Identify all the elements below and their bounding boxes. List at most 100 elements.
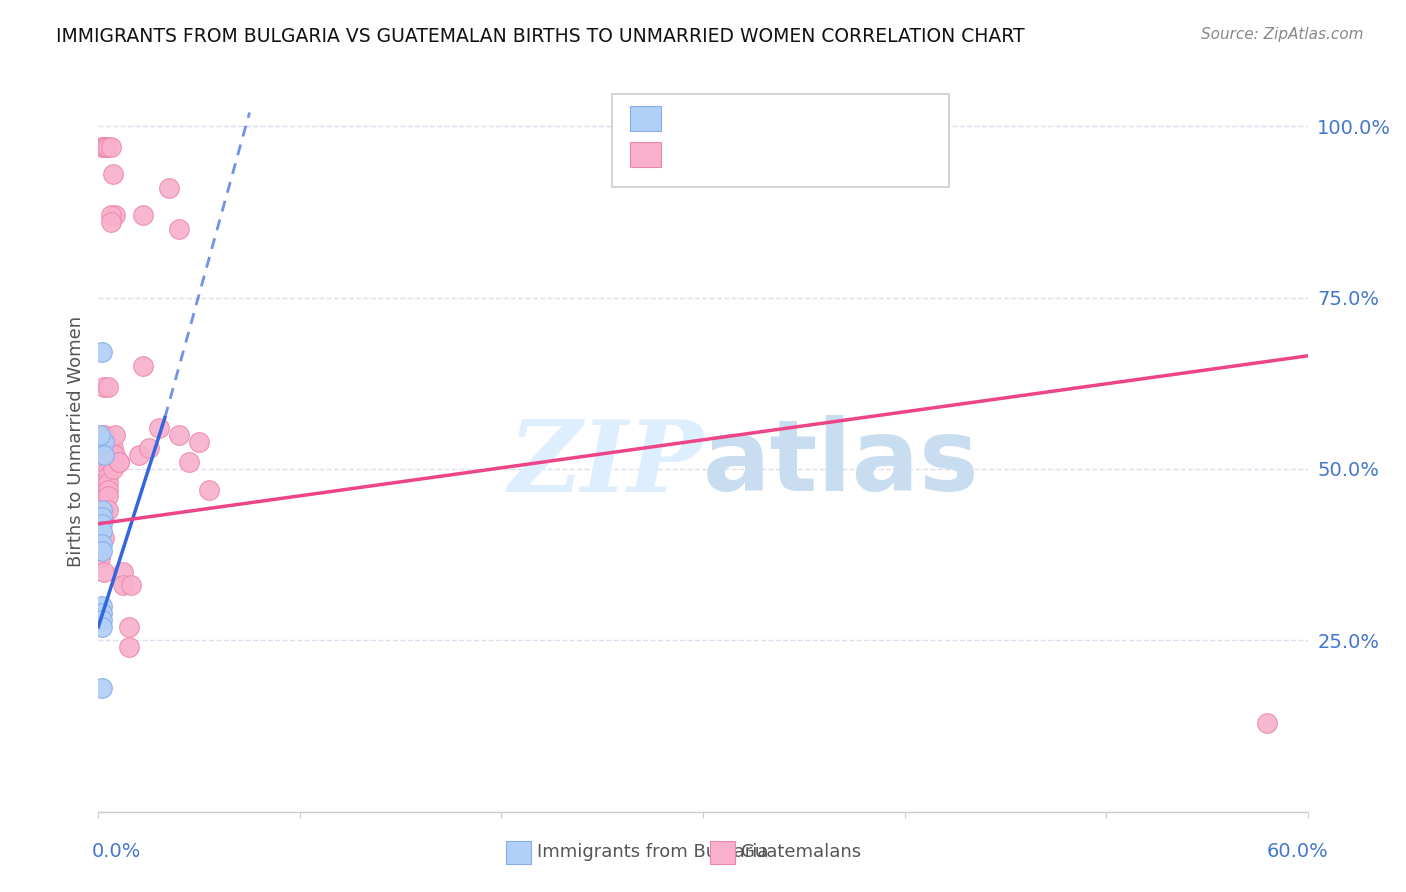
Point <box>111 565 134 579</box>
Point <box>97 380 120 394</box>
Point <box>93 427 115 442</box>
Text: 0.231: 0.231 <box>714 145 787 164</box>
Point <box>97 475 120 490</box>
Point <box>91 345 114 359</box>
Point <box>1256 715 1278 730</box>
Text: Guatemalans: Guatemalans <box>741 843 860 861</box>
Point <box>91 516 114 531</box>
Point <box>91 475 114 490</box>
Point <box>93 503 115 517</box>
Point <box>91 681 114 696</box>
Point <box>91 524 114 538</box>
Point <box>103 208 125 222</box>
Text: 60.0%: 60.0% <box>1267 842 1329 862</box>
Point <box>91 483 114 497</box>
Point <box>128 448 150 462</box>
Point <box>91 503 114 517</box>
Point <box>93 140 115 154</box>
Text: R =: R = <box>675 145 720 164</box>
Point <box>107 455 129 469</box>
Point <box>91 613 114 627</box>
Point <box>93 380 115 394</box>
Point <box>89 551 111 566</box>
Text: ZIP: ZIP <box>508 416 703 512</box>
Point <box>157 181 180 195</box>
Point <box>97 503 120 517</box>
Point <box>89 510 111 524</box>
Point <box>91 489 114 503</box>
Text: N =: N = <box>782 145 828 164</box>
Point <box>138 442 160 456</box>
Point <box>91 606 114 620</box>
Text: 0.550: 0.550 <box>714 109 780 128</box>
Point <box>101 167 124 181</box>
Point <box>103 427 125 442</box>
Point <box>97 448 120 462</box>
Point <box>91 503 114 517</box>
Point <box>93 483 115 497</box>
Point <box>107 455 129 469</box>
Point <box>103 448 125 462</box>
Point <box>91 537 114 551</box>
Point <box>91 496 114 510</box>
Point <box>97 140 120 154</box>
Point <box>97 489 120 503</box>
Point <box>89 427 111 442</box>
Point <box>89 516 111 531</box>
Point <box>111 578 134 592</box>
Text: 0.0%: 0.0% <box>91 842 141 862</box>
Point <box>167 427 190 442</box>
Point <box>100 208 122 222</box>
Point <box>93 483 115 497</box>
Point <box>97 468 120 483</box>
Text: N =: N = <box>782 109 828 128</box>
Point <box>93 565 115 579</box>
Text: R =: R = <box>675 109 720 128</box>
Point <box>93 475 115 490</box>
Point <box>188 434 211 449</box>
Text: 62: 62 <box>821 145 851 164</box>
Point <box>101 462 124 476</box>
Point <box>89 544 111 558</box>
Point <box>89 524 111 538</box>
Point <box>132 359 155 373</box>
Point <box>93 442 115 456</box>
Point <box>97 483 120 497</box>
Point <box>148 421 170 435</box>
Point <box>198 483 221 497</box>
Point <box>118 619 141 633</box>
Point <box>91 510 114 524</box>
Point <box>91 544 114 558</box>
Point <box>179 455 201 469</box>
Point <box>132 208 155 222</box>
Text: Source: ZipAtlas.com: Source: ZipAtlas.com <box>1201 27 1364 42</box>
Point <box>93 510 115 524</box>
Point <box>91 599 114 613</box>
Point <box>89 531 111 545</box>
Point <box>91 510 114 524</box>
Point <box>101 442 124 456</box>
Text: 15: 15 <box>821 109 851 128</box>
Text: atlas: atlas <box>703 416 980 512</box>
Text: Immigrants from Bulgaria: Immigrants from Bulgaria <box>537 843 769 861</box>
Y-axis label: Births to Unmarried Women: Births to Unmarried Women <box>66 316 84 567</box>
Point <box>167 222 190 236</box>
Point <box>93 434 115 449</box>
Point <box>101 448 124 462</box>
Point <box>91 140 114 154</box>
Point <box>118 640 141 655</box>
Point <box>97 462 120 476</box>
Point <box>96 140 118 154</box>
Point <box>93 531 115 545</box>
Point <box>93 489 115 503</box>
Point <box>100 215 122 229</box>
Text: IMMIGRANTS FROM BULGARIA VS GUATEMALAN BIRTHS TO UNMARRIED WOMEN CORRELATION CHA: IMMIGRANTS FROM BULGARIA VS GUATEMALAN B… <box>56 27 1025 45</box>
Point <box>91 503 114 517</box>
Point <box>89 503 111 517</box>
Point <box>93 448 115 462</box>
Point <box>97 455 120 469</box>
Point <box>91 619 114 633</box>
Point <box>100 140 122 154</box>
Point <box>120 578 142 592</box>
Point <box>93 503 115 517</box>
